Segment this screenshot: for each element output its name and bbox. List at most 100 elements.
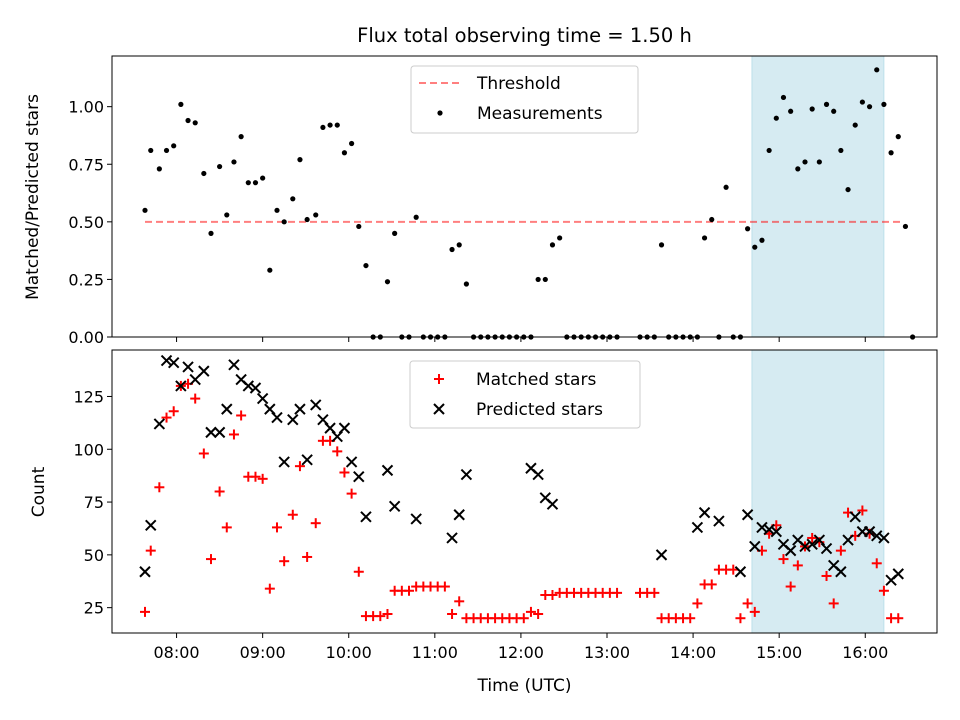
matched-star-point <box>778 554 789 565</box>
matched-legend-swatch <box>434 374 444 384</box>
top-y-tick-label: 0.50 <box>68 213 104 232</box>
predicted-star-point <box>153 418 166 430</box>
predicted-star-point <box>835 566 847 578</box>
bottom-y-tick-label: 25 <box>84 599 104 618</box>
bottom-panel: 25 50 75 100 125 08:00 09:00 10:00 11:00 12:00 13… <box>29 349 938 696</box>
predicted-legend-swatch <box>433 403 445 415</box>
measurement-point <box>224 212 230 218</box>
predicted-star-point <box>360 511 372 523</box>
matched-star-point <box>792 560 803 571</box>
predicted-legend-label: Predicted stars <box>476 400 603 420</box>
predicted-star-point <box>338 422 351 434</box>
top-legend: Threshold Measurements <box>410 65 639 134</box>
predicted-star-point <box>446 532 458 544</box>
matched-star-point <box>649 587 660 598</box>
matched-star-point <box>310 518 321 529</box>
predicted-star-point <box>278 456 290 468</box>
measurement-point <box>780 94 787 101</box>
matched-star-point <box>454 596 465 607</box>
matched-star-point <box>785 581 796 592</box>
measurement-point <box>766 147 772 154</box>
measurement-point <box>549 242 556 248</box>
matched-star-point <box>353 566 364 577</box>
predicted-star-point <box>655 549 668 561</box>
matched-star-point <box>272 522 282 533</box>
bottom-y-tick-label: 125 <box>73 387 104 406</box>
matched-star-point <box>264 583 275 594</box>
matched-star-point <box>612 587 623 598</box>
measurements-legend-swatch <box>437 110 443 116</box>
measurement-point <box>413 214 419 220</box>
measurement-point <box>542 276 548 283</box>
matched-star-point <box>728 564 739 575</box>
predicted-star-point <box>271 411 283 424</box>
measurement-point <box>252 180 259 186</box>
measurement-point <box>866 104 873 110</box>
measurement-point <box>831 108 837 114</box>
measurement-point <box>845 186 851 193</box>
measurement-point <box>290 196 296 202</box>
measurement-point <box>881 101 887 107</box>
measurement-point <box>888 150 894 156</box>
measurement-point <box>260 175 266 181</box>
chart-title: Flux total observing time = 1.50 h <box>357 24 692 47</box>
matched-star-point <box>706 579 717 590</box>
predicted-star-point <box>749 540 761 553</box>
predicted-star-point <box>763 523 775 536</box>
matched-star-point <box>339 467 350 478</box>
measurement-point <box>313 212 319 218</box>
predicted-star-point <box>546 498 559 510</box>
bottom-y-axis: 25 50 75 100 125 <box>73 387 112 618</box>
measurement-point <box>456 242 462 248</box>
matched-star-point <box>447 608 458 619</box>
measurement-point <box>723 184 729 190</box>
predicted-star-point <box>221 403 233 415</box>
measurement-point <box>384 279 391 285</box>
measurement-point <box>281 219 287 225</box>
bottom-x-tick-label: 09:00 <box>240 643 286 662</box>
measurement-point <box>535 276 541 283</box>
predicted-star-point <box>310 399 322 411</box>
matched-star-point <box>236 410 247 421</box>
predicted-star-point <box>167 356 180 369</box>
matched-star-point <box>828 598 839 609</box>
measurement-point <box>816 159 822 165</box>
bottom-x-tick-label: 08:00 <box>154 643 200 662</box>
measurement-point <box>274 207 280 213</box>
bottom-x-tick-label: 12:00 <box>498 643 544 662</box>
top-y-tick-label: 0.25 <box>68 270 104 289</box>
predicted-star-point <box>294 403 306 415</box>
matched-star-point <box>525 606 536 617</box>
measurement-point <box>267 267 273 273</box>
matched-star-point <box>302 551 313 562</box>
measurement-point <box>327 122 333 128</box>
predicted-star-point <box>871 530 883 542</box>
predicted-star-point <box>198 365 210 377</box>
predicted-star-point <box>410 513 422 525</box>
measurement-point <box>171 143 177 149</box>
bottom-x-tick-label: 13:00 <box>584 643 630 662</box>
matched-star-point <box>533 608 544 619</box>
predicted-star-point <box>820 542 833 555</box>
measurement-point <box>859 99 865 105</box>
predicted-star-point <box>806 538 818 551</box>
predicted-star-point <box>770 525 783 538</box>
measurement-point <box>392 230 398 236</box>
predicted-star-point <box>287 413 299 426</box>
matched-star-point <box>214 486 225 497</box>
matched-star-point <box>518 613 529 624</box>
predicted-star-point <box>256 392 269 405</box>
bottom-x-tick-label: 11:00 <box>412 643 458 662</box>
measurement-point <box>874 67 880 73</box>
bottom-x-axis: 08:00 09:00 10:00 11:00 12:00 13:00 14:00 15:00… <box>154 633 888 662</box>
measurement-point <box>304 216 310 223</box>
predicted-star-point <box>756 521 768 534</box>
measurement-point <box>709 216 715 223</box>
top-axes-frame <box>111 55 938 338</box>
matched-star-point <box>735 613 746 624</box>
predicted-star-point <box>713 515 725 527</box>
bottom-x-tick-label: 16:00 <box>842 643 888 662</box>
top-highlight-rect <box>751 55 885 338</box>
top-y-axis: 0.00 0.25 0.50 0.75 1.00 <box>68 98 112 347</box>
matched-star-point <box>145 545 156 556</box>
